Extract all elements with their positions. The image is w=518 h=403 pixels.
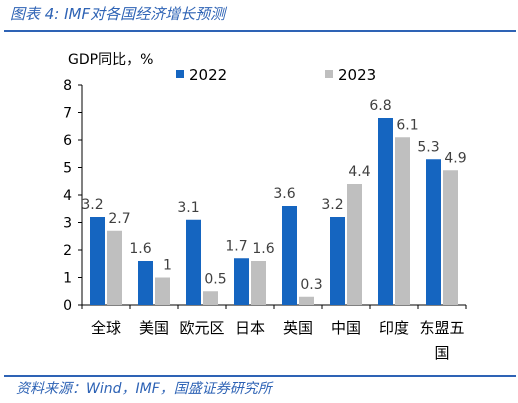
- x-tick-label: 英国: [283, 319, 313, 337]
- legend-swatch-2023: [325, 70, 333, 78]
- bar-2022-7: [426, 159, 441, 305]
- data-label-2023-3: 1.6: [252, 241, 274, 257]
- y-tick-label: 8: [63, 78, 72, 94]
- data-label-2023-5: 4.4: [348, 164, 370, 180]
- data-label-2023-7: 4.9: [444, 150, 466, 166]
- data-label-2022-0: 3.2: [81, 197, 103, 213]
- bars: [90, 118, 458, 305]
- legend: 2022 2023: [176, 66, 376, 84]
- y-tick-label: 1: [63, 271, 72, 287]
- x-tick-label: 印度: [379, 319, 409, 337]
- x-tick-label-wrap: 国: [434, 344, 449, 362]
- bar-2022-4: [282, 206, 297, 305]
- y-tick-label: 7: [63, 106, 72, 122]
- legend-swatch-2022: [176, 70, 184, 78]
- bar-2023-2: [203, 291, 218, 305]
- source-note: 资料来源：Wind，IMF，国盛证券研究所: [16, 381, 272, 397]
- x-tick-label: 日本: [235, 319, 265, 337]
- data-label-2023-2: 0.5: [204, 271, 226, 287]
- figure-caption: 图表 4: IMF对各国经济增长预测: [10, 5, 226, 23]
- data-labels: 3.2 2.7 1.6 1 3.1 0.5 1.7 1.6 3.6 0.3 3.2 4.4 6.8 6.1…: [81, 98, 466, 293]
- y-tick-label: 5: [63, 161, 72, 177]
- y-tick-label: 6: [63, 133, 72, 149]
- y-axis-label: GDP同比，%: [68, 52, 153, 68]
- x-tick-label: 美国: [139, 319, 169, 337]
- data-label-2022-7: 5.3: [417, 139, 439, 155]
- bar-2022-2: [186, 219, 201, 305]
- bar-2023-5: [347, 184, 362, 305]
- y-tick-label: 4: [63, 188, 72, 204]
- data-label-2023-4: 0.3: [300, 277, 322, 293]
- x-tick-label: 欧元区: [179, 319, 224, 337]
- bar-2022-0: [90, 217, 105, 305]
- y-tick-label: 2: [63, 243, 72, 259]
- data-label-2023-1: 1: [163, 258, 172, 274]
- bar-2023-7: [443, 170, 458, 305]
- x-tick-label: 东盟五: [419, 319, 464, 337]
- data-label-2022-4: 3.6: [273, 186, 295, 202]
- x-tick-label: 全球: [91, 319, 121, 337]
- data-label-2022-3: 1.7: [225, 238, 247, 254]
- legend-label-2023: 2023: [338, 66, 376, 84]
- bar-2023-4: [299, 296, 314, 305]
- data-label-2022-2: 3.1: [177, 200, 199, 216]
- y-tick-label: 0: [63, 298, 72, 314]
- bar-2023-3: [251, 261, 266, 305]
- legend-label-2022: 2022: [189, 66, 227, 84]
- bar-2022-3: [234, 258, 249, 305]
- data-label-2022-1: 1.6: [129, 241, 151, 257]
- caption-divider: [4, 30, 516, 32]
- data-label-2022-6: 6.8: [369, 98, 391, 114]
- data-label-2023-0: 2.7: [108, 211, 130, 227]
- bar-2023-0: [107, 230, 122, 305]
- bar-2023-1: [155, 277, 170, 305]
- bar-2022-5: [330, 217, 345, 305]
- source-divider: [4, 375, 516, 377]
- bar-2022-6: [378, 118, 393, 305]
- bar-2023-6: [395, 137, 410, 305]
- bar-2022-1: [138, 261, 153, 305]
- data-label-2022-5: 3.2: [321, 197, 343, 213]
- x-tick-label: 中国: [331, 319, 361, 337]
- data-label-2023-6: 6.1: [396, 117, 418, 133]
- y-tick-label: 3: [63, 216, 72, 232]
